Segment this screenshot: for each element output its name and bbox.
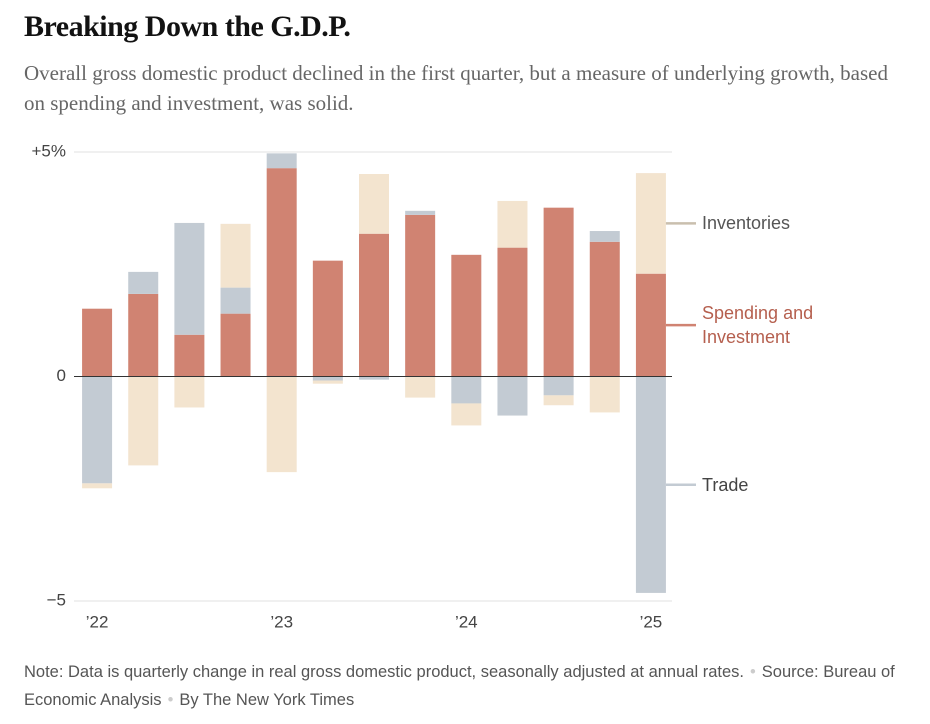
- bar-segment: [635, 173, 666, 274]
- bar-segment: [543, 207, 574, 377]
- bar-segment: [359, 376, 389, 380]
- bar-segment: [128, 376, 159, 466]
- bar-segment: [312, 260, 343, 377]
- bar-segment: [589, 376, 620, 413]
- bar-segment: [451, 376, 482, 404]
- bar-segment: [405, 214, 436, 377]
- byline: By The New York Times: [179, 691, 355, 709]
- chart-title: Breaking Down the G.D.P.: [24, 10, 351, 43]
- x-tick-label: ’25: [640, 612, 663, 631]
- y-tick-label: −5: [47, 590, 66, 609]
- bar-segment: [312, 380, 343, 384]
- bar-segment: [82, 483, 113, 489]
- footnote: Note: Data is quarterly change in real g…: [24, 663, 895, 709]
- bar-segment: [451, 254, 482, 377]
- bar-segment: [589, 231, 620, 242]
- bar-segment: [220, 287, 251, 314]
- bar-segment: [128, 293, 159, 377]
- bar-segment: [635, 376, 666, 593]
- bar-segment: [174, 376, 205, 408]
- x-tick-label: ’24: [455, 612, 478, 631]
- bar-segment: [635, 273, 666, 377]
- legend-label: Spending and Investment: [702, 303, 814, 348]
- bar-segment: [266, 376, 297, 473]
- note: Note: Data is quarterly change in real g…: [24, 663, 744, 681]
- y-tick-label: +5%: [32, 141, 67, 160]
- x-tick-label: ’23: [270, 612, 293, 631]
- bar-segment: [359, 233, 389, 377]
- bar-segment: [266, 168, 297, 377]
- bar-segment: [82, 376, 113, 484]
- legend-label: Trade: [702, 474, 749, 495]
- bar-segment: [451, 403, 482, 426]
- bar-segment: [220, 313, 251, 377]
- chart-subtitle: Overall gross domestic product declined …: [24, 61, 888, 115]
- bar-segment: [174, 334, 205, 377]
- bar-segment: [405, 210, 436, 215]
- bar-segment: [82, 308, 113, 377]
- bar-segment: [359, 174, 389, 234]
- bar-segment: [405, 376, 436, 398]
- bar-segment: [589, 241, 620, 377]
- bar-segment: [497, 247, 528, 377]
- bar-segment: [543, 376, 574, 396]
- x-tick-label: ’22: [86, 612, 109, 631]
- y-tick-label: 0: [57, 366, 66, 385]
- bar-segment: [220, 223, 251, 288]
- bar-segment: [128, 271, 159, 294]
- bar-segment: [174, 222, 205, 335]
- bar-segment: [497, 200, 528, 248]
- bar-segment: [312, 376, 343, 381]
- legend-label: Inventories: [702, 213, 791, 234]
- bar-segment: [266, 153, 297, 169]
- source: Source: Bureau of Economic Analysis: [24, 663, 895, 709]
- bar-segment: [497, 376, 528, 416]
- bar-segment: [543, 395, 574, 406]
